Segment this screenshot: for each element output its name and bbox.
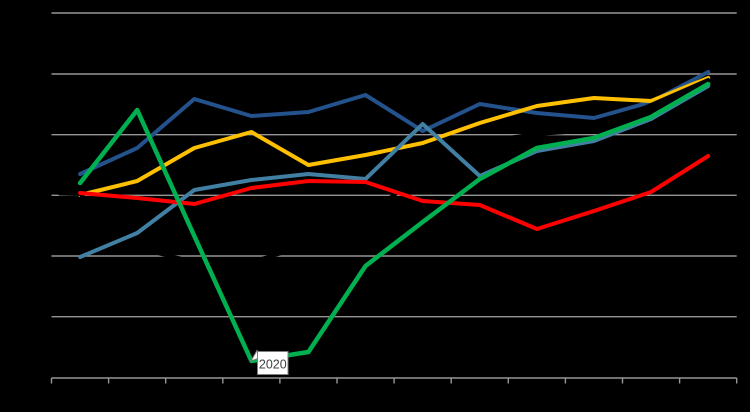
series-red: [78, 154, 711, 231]
series-gold: [78, 76, 711, 197]
series-dark-blue: [78, 70, 711, 176]
series-green: [77, 81, 711, 364]
series-steel-blue: [78, 84, 711, 259]
annotation-box: [257, 351, 289, 375]
annotation-label: 2020: [259, 358, 287, 372]
series-black: [58, 78, 711, 264]
